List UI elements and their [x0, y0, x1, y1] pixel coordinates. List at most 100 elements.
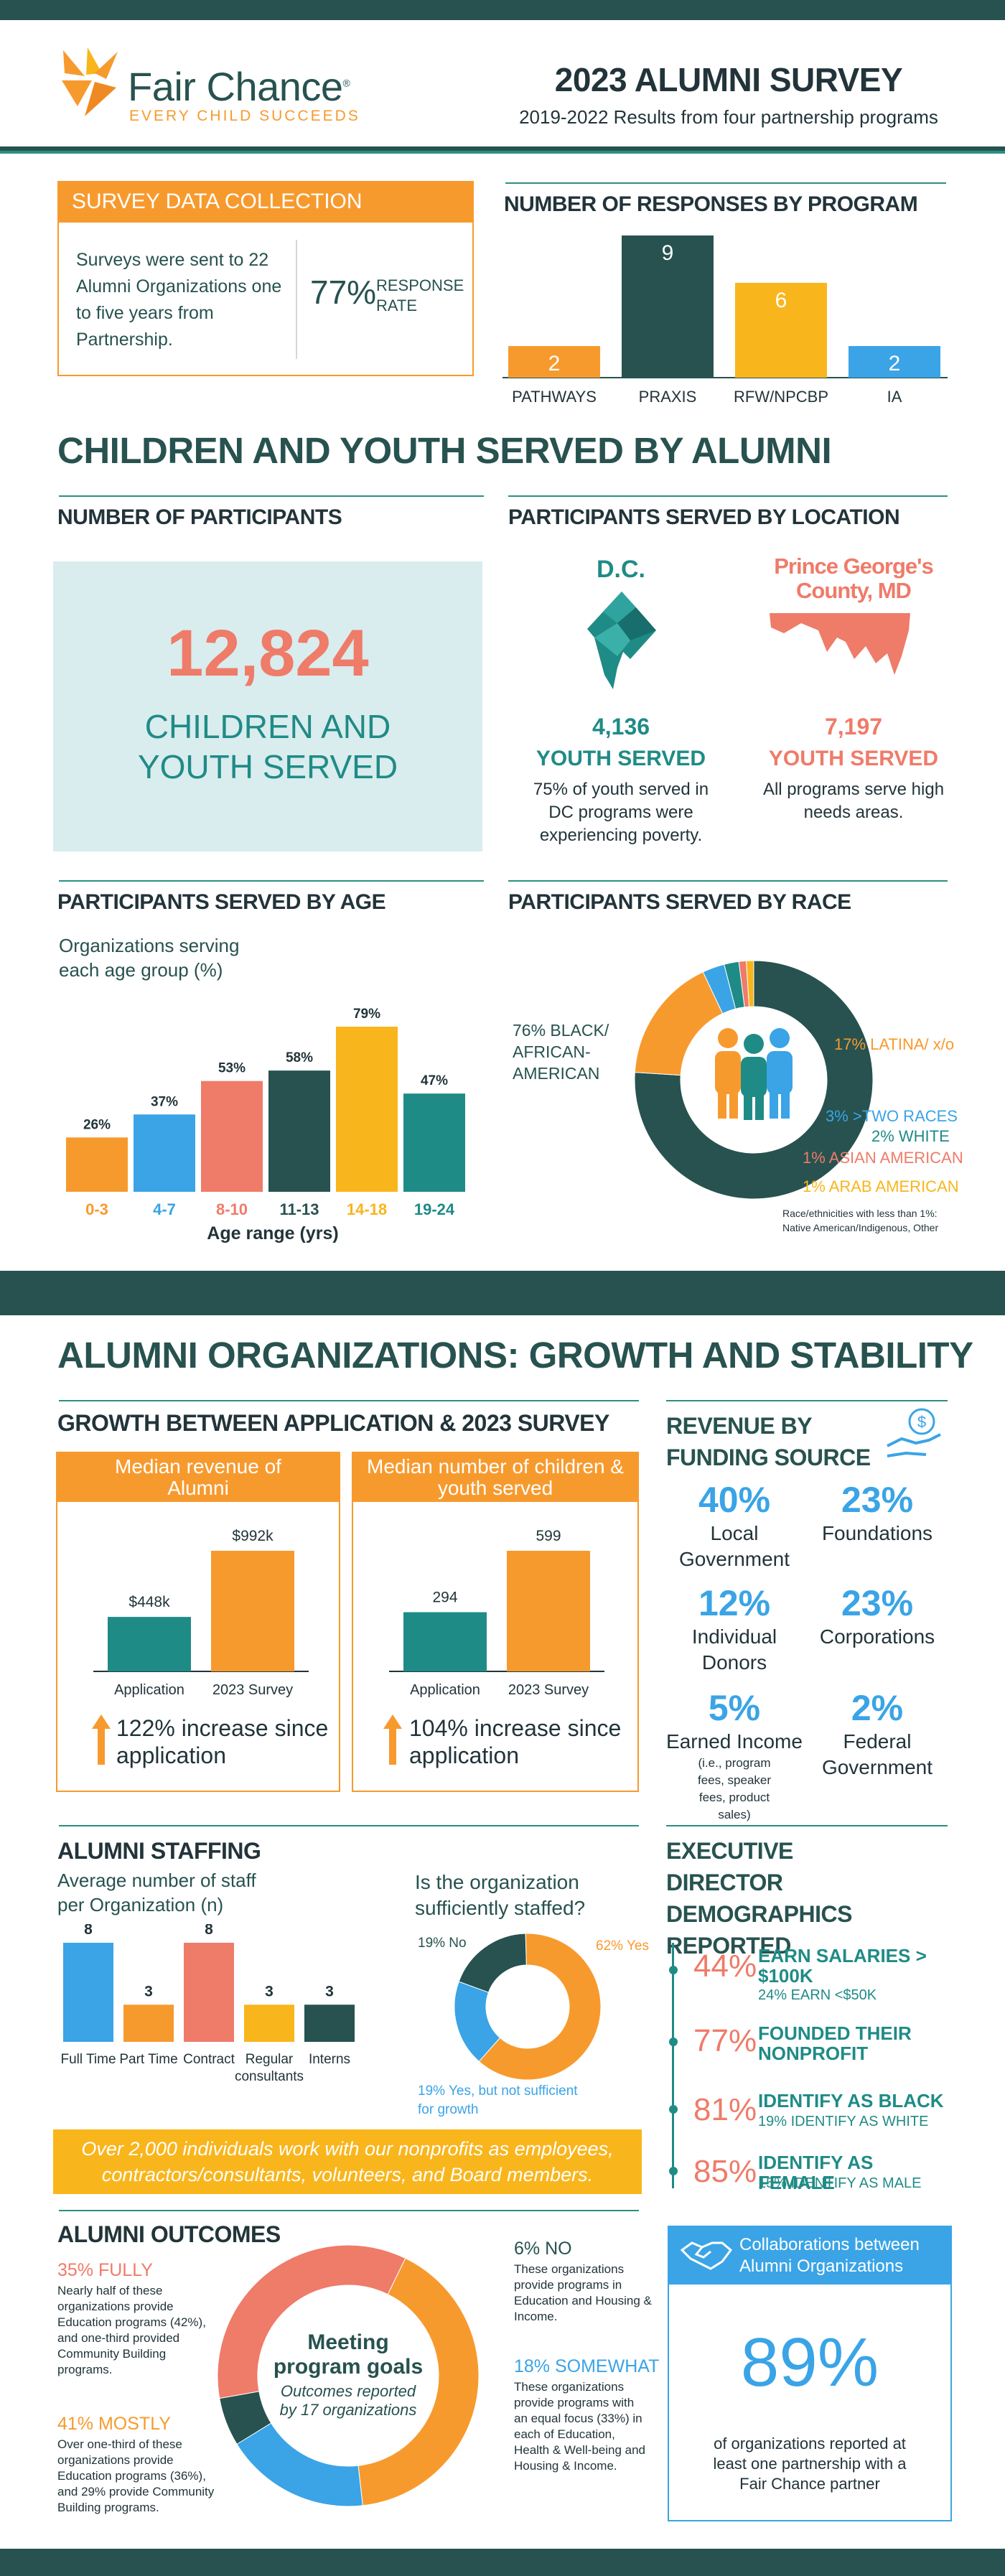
funding-pct: 40% [698, 1480, 771, 1520]
logo-icon [62, 47, 118, 116]
funding-label: Earned Income [666, 1730, 803, 1753]
funding-grid: 40% Local Government 23% Foundations 12% In… [666, 1479, 948, 1821]
race-label-latina: 17% LATINA/ x/o [834, 1035, 955, 1053]
handshake-icon [681, 2241, 732, 2270]
outcome-no-text: These organizations provide programs in … [514, 2262, 652, 2323]
staffing-bar [123, 2005, 174, 2042]
participants-number: 12,824 [167, 617, 369, 690]
funding-item: 23% Corporations [807, 1582, 948, 1650]
funding-note: (i.e., program fees, speaker fees, produ… [697, 1756, 772, 1821]
revenue-arrow-icon [92, 1714, 111, 1765]
outcome-fully-text: Nearly half of these organizations provi… [57, 2284, 206, 2376]
ed-pct: 44% [693, 1949, 757, 1984]
ed-sub: 15% IDENTIFY AS MALE [758, 2175, 922, 2191]
dc-note: 75% of youth served in DC programs were … [533, 780, 709, 845]
funding-rule [666, 1400, 948, 1401]
age-category-label: 8-10 [216, 1200, 248, 1218]
outcomes-chart [217, 2244, 480, 2507]
staffing-rule [59, 1825, 639, 1826]
responses-bar [622, 235, 714, 378]
ed-item: 85% IDENTIFY AS FEMALE 15% IDENTIFY AS M… [666, 2144, 953, 2201]
funding-item: 23% Foundations [807, 1479, 948, 1546]
race-chart [634, 960, 874, 1200]
response-rate-label: RESPONSE RATE [376, 276, 464, 314]
participants-title: NUMBER OF PARTICIPANTS [57, 505, 342, 529]
funding-label: Individual Donors [691, 1625, 777, 1674]
staffing-value-label: 3 [325, 1983, 334, 1999]
children-header: Median number of children & youth served [352, 1452, 639, 1502]
responses-category-label: IA [887, 388, 902, 406]
age-category-label: 14-18 [347, 1200, 387, 1218]
ed-pct: 85% [693, 2154, 757, 2189]
staff-donut [454, 1933, 602, 2081]
race-slice [634, 960, 874, 1200]
org-tagline: EVERY CHILD SUCCEEDS [129, 108, 360, 124]
outcome-fully-head: 35% FULLY [57, 2260, 153, 2280]
staffing-category-label: consultants [235, 2069, 304, 2084]
participants-label: CHILDREN AND YOUTH SERVED [137, 708, 398, 785]
outcome-slice [217, 2244, 406, 2399]
growth-value-label: $448k [128, 1594, 170, 1610]
age-xlabel: Age range (yrs) [207, 1223, 338, 1243]
ed-head: FOUNDED THEIR NONPROFIT [758, 2022, 912, 2064]
funding-pct: 12% [698, 1583, 771, 1623]
dc-name: D.C. [597, 556, 645, 583]
responses-category-label: PRAXIS [639, 388, 697, 406]
age-value-label: 53% [218, 1061, 246, 1076]
race-label-asian: 1% ASIAN AMERICAN [803, 1149, 963, 1167]
outcomes-center-sub: Outcomes reported by 17 organizations [279, 2382, 417, 2419]
growth-rule [59, 1400, 639, 1401]
staffing-category-label: Regular [246, 2052, 294, 2067]
staffing-value-label: 3 [265, 1983, 274, 1999]
funding-item: 5% Earned Income (i.e., program fees, spea… [666, 1687, 803, 1824]
responses-category-label: PATHWAYS [512, 388, 597, 406]
age-bar [336, 1027, 398, 1192]
age-category-label: 19-24 [414, 1200, 455, 1218]
collab-header: Collaborations between Alumni Organizati… [739, 2235, 920, 2276]
growth-bar [211, 1551, 294, 1671]
response-rate: 77% [310, 274, 377, 311]
mid-band [0, 1271, 1005, 1315]
funding-label: Local Government [678, 1522, 790, 1570]
race-label-two: 3% >TWO RACES [826, 1107, 958, 1125]
ed-title: EXECUTIVE DIRECTOR DEMOGRAPHICS REPORTED [666, 1838, 852, 1959]
funding-item: 12% Individual Donors [666, 1582, 803, 1676]
growth-value-label: 599 [536, 1528, 561, 1544]
age-bar [66, 1137, 128, 1192]
growth-title: GROWTH BETWEEN APPLICATION & 2023 SURVEY [57, 1410, 609, 1436]
participants-rule [59, 495, 484, 497]
funding-pct: 2% [851, 1688, 904, 1728]
funding-pct: 23% [841, 1583, 914, 1623]
funding-label: Foundations [821, 1522, 933, 1544]
pg-count: 7,197 [824, 714, 883, 739]
collection-text: Surveys were sent to 22 Alumni Organizat… [76, 250, 282, 350]
funding-pct: 5% [708, 1688, 761, 1728]
funding-label: Federal Government [821, 1730, 933, 1778]
outcome-mostly-text: Over one-third of these organizations pr… [57, 2437, 215, 2514]
responses-bar [508, 346, 600, 378]
ed-head: IDENTIFY AS FEMALE [758, 2152, 874, 2193]
pg-name: Prince George's County, MD [774, 554, 934, 603]
staff-slice [478, 1933, 602, 2081]
staffing-bar [63, 1943, 113, 2042]
responses-title: NUMBER OF RESPONSES BY PROGRAM [504, 192, 918, 216]
funding-title: REVENUE BY FUNDING SOURCE [666, 1413, 871, 1470]
growth-bar [507, 1551, 590, 1671]
age-value-label: 58% [286, 1050, 313, 1065]
outcome-slice [357, 2257, 480, 2506]
age-subtitle: Organizations serving each age group (%) [59, 935, 240, 981]
staffing-title: ALUMNI STAFFING [57, 1838, 261, 1864]
age-bar [201, 1081, 263, 1192]
growth-bar [108, 1617, 191, 1671]
growth-value-label: 294 [432, 1590, 457, 1606]
race-rule [508, 880, 948, 882]
age-chart: 26% 0-3 37% 4-7 53% 8-10 58% 11-13 79% 14-18 47% 19… [66, 1007, 465, 1243]
staffing-chart: 8 Full Time 3 Part Time 8 Contract 3 Regular con… [62, 1924, 355, 2084]
org-name: Fair Chance® [128, 64, 350, 109]
ed-dot [669, 1966, 678, 1974]
staffing-value-label: 3 [144, 1983, 153, 1999]
staffing-category-label: Part Time [119, 2052, 177, 2067]
staffing-bar [184, 1943, 234, 2042]
growth-value-label: $992k [232, 1528, 274, 1544]
growth-category-label: Application [114, 1682, 184, 1698]
